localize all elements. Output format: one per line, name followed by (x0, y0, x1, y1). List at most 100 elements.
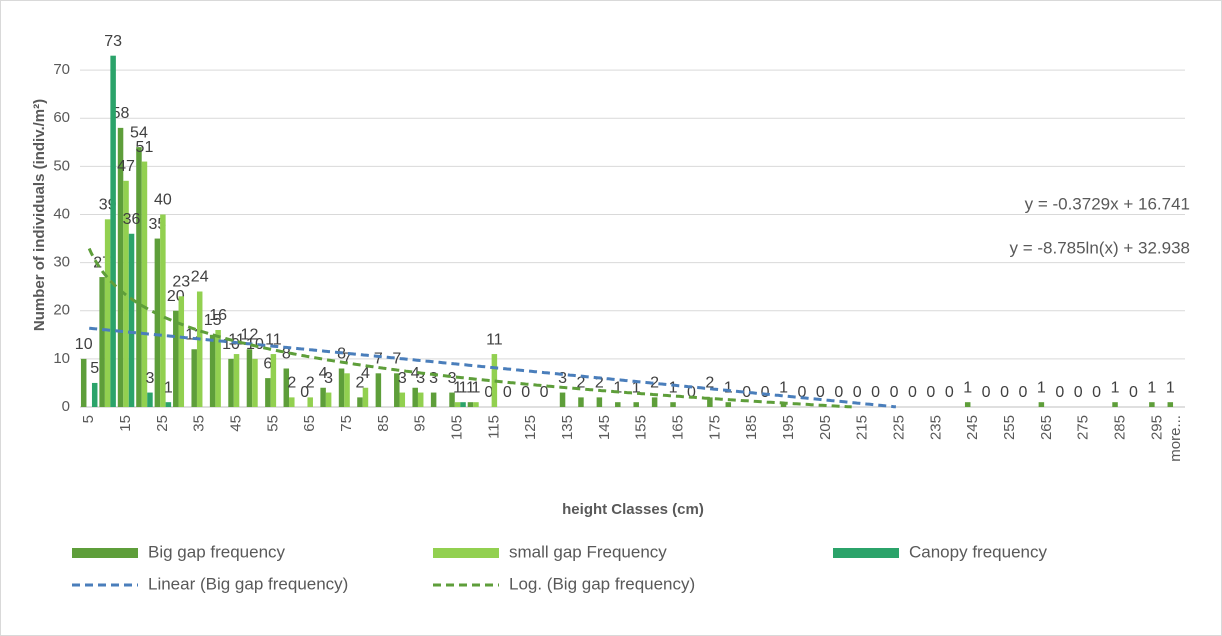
bar (325, 392, 332, 407)
bar (394, 373, 400, 407)
data-label: 2 (595, 375, 604, 392)
bar (209, 334, 216, 407)
data-label: 1 (632, 379, 641, 396)
data-label: 36 (123, 211, 141, 228)
bar (725, 402, 732, 407)
trendline (89, 326, 896, 409)
x-tick-label: 255 (1001, 415, 1018, 440)
data-label: 3 (448, 370, 457, 387)
data-label: 2 (705, 375, 714, 392)
legend-label: Linear (Big gap frequency) (148, 574, 348, 593)
y-axis-title: Number of individuals (indiv./m²) (31, 99, 48, 331)
data-label: 1 (1037, 379, 1046, 396)
bar (344, 373, 350, 407)
bar (460, 402, 466, 407)
legend-swatch (833, 548, 899, 558)
y-tick-label: 50 (53, 157, 70, 174)
data-label: 2 (306, 375, 315, 392)
x-tick-label: 55 (264, 415, 281, 432)
bar (154, 238, 161, 407)
x-tick-label: more... (1167, 415, 1184, 462)
data-label: 7 (374, 351, 383, 368)
bar (141, 161, 148, 407)
data-label: 10 (75, 336, 93, 353)
data-label: 1 (472, 379, 481, 396)
trendline (87, 247, 852, 409)
data-label: 4 (319, 365, 328, 382)
bar (110, 55, 116, 407)
data-label: 47 (117, 158, 135, 175)
x-tick-label: 65 (301, 415, 318, 432)
data-label: 0 (1019, 384, 1028, 401)
legend-label: Big gap frequency (148, 542, 286, 561)
bar (1038, 402, 1045, 407)
data-label: 0 (890, 384, 899, 401)
bar (246, 349, 253, 407)
data-label: 0 (853, 384, 862, 401)
x-tick-label: 105 (449, 415, 466, 440)
data-label: 0 (982, 384, 991, 401)
data-label: 1 (1111, 379, 1120, 396)
data-label: 4 (361, 365, 370, 382)
data-label: 0 (540, 384, 549, 401)
data-label: 0 (816, 384, 825, 401)
bar (559, 392, 566, 407)
bar (578, 397, 584, 407)
bar (289, 397, 295, 407)
x-tick-label: 95 (412, 415, 429, 432)
bar (430, 392, 437, 407)
x-tick-label: 15 (117, 415, 134, 432)
data-label: 1 (459, 379, 468, 396)
data-label: 6 (263, 355, 272, 372)
x-tick-label: 285 (1112, 415, 1129, 440)
data-label: 3 (324, 370, 333, 387)
data-label: 1 (453, 379, 462, 396)
data-label: 11 (228, 331, 245, 348)
data-label: 3 (416, 370, 425, 387)
y-tick-label: 70 (53, 61, 70, 78)
bar (196, 291, 203, 407)
data-label: 24 (191, 269, 209, 286)
bar (596, 397, 603, 407)
bar (320, 387, 326, 407)
data-label: 0 (742, 384, 751, 401)
bar (670, 402, 676, 407)
x-tick-label: 145 (596, 415, 613, 440)
bar (165, 402, 172, 407)
bar (228, 358, 234, 407)
bar (283, 368, 290, 407)
bar (147, 392, 153, 407)
bar (178, 296, 185, 407)
bar (191, 349, 197, 407)
x-tick-label: 225 (891, 415, 908, 440)
bar (1112, 402, 1118, 407)
x-tick-label: 155 (633, 415, 650, 440)
data-label: 16 (209, 307, 227, 324)
bar (80, 358, 87, 407)
data-label: 12 (241, 326, 259, 343)
data-label: 1 (466, 379, 475, 396)
data-label: 1 (1147, 379, 1156, 396)
data-label: 8 (282, 346, 291, 363)
y-tick-label: 20 (53, 302, 70, 319)
data-label: 0 (908, 384, 917, 401)
data-label: 0 (484, 384, 493, 401)
data-label: 58 (112, 105, 130, 122)
y-tick-label: 0 (62, 398, 70, 415)
y-tick-label: 40 (53, 205, 70, 222)
bar (160, 214, 166, 407)
data-label: 3 (558, 370, 567, 387)
data-label: 7 (343, 351, 352, 368)
x-axis-title: height Classes (cm) (562, 501, 704, 518)
bar (633, 402, 639, 407)
bar (707, 397, 713, 407)
data-label: 0 (1074, 384, 1083, 401)
bar (467, 402, 474, 407)
bar (615, 402, 621, 407)
data-label: 1 (779, 379, 788, 396)
bar (173, 310, 179, 407)
data-label: 0 (300, 384, 309, 401)
data-label: 15 (204, 312, 222, 329)
